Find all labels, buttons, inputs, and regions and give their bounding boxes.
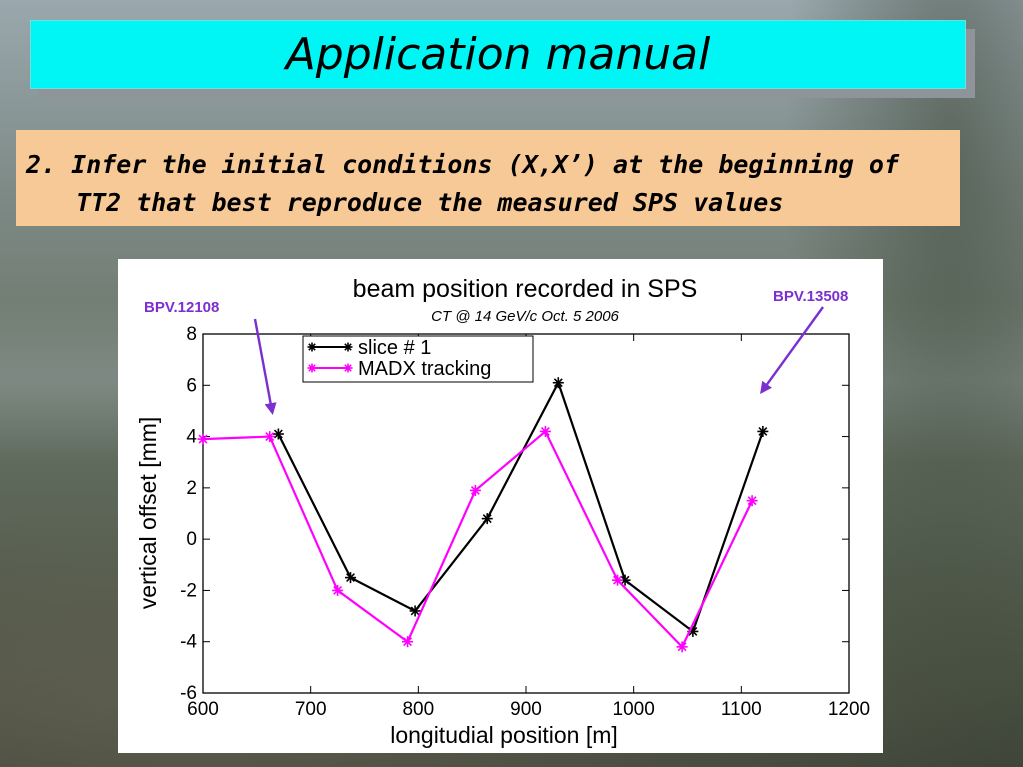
data-point: [343, 363, 353, 373]
x-axis-label: longitudial position [m]: [390, 722, 618, 748]
x-tick-label: 600: [187, 699, 219, 720]
legend-label: MADX tracking: [358, 358, 491, 380]
data-point: [197, 433, 209, 445]
data-point: [307, 363, 317, 373]
y-axis: -6 -4 -2 0 2 4 6 8: [180, 324, 849, 704]
data-point: [746, 495, 758, 507]
data-point: [264, 431, 276, 443]
data-point: [552, 377, 564, 389]
x-tick-label: 800: [402, 699, 434, 720]
data-point: [409, 605, 421, 617]
y-tick-label: -6: [180, 683, 197, 704]
annotation-arrow: [253, 318, 277, 416]
legend-item: MADX tracking: [307, 358, 491, 380]
y-tick-label: 0: [186, 529, 197, 550]
title-banner: Application manual: [30, 20, 966, 89]
annotation-arrow: [760, 306, 824, 394]
slide-title: Application manual: [285, 29, 711, 80]
annotation-bpv-13508: BPV.13508: [773, 288, 848, 305]
legend-box: [302, 335, 534, 383]
data-point: [307, 342, 317, 352]
data-point: [343, 342, 353, 352]
plot-frame: [202, 333, 850, 694]
x-tick-label: 700: [295, 699, 327, 720]
legend-label: slice # 1: [358, 337, 431, 359]
x-tick-label: 1200: [828, 699, 870, 720]
series-line: [277, 379, 764, 634]
data-point: [676, 641, 688, 653]
data-point: [757, 425, 769, 437]
data-point: [332, 584, 344, 596]
subtitle-banner: 2. Infer the initial conditions (X,X’) a…: [16, 130, 960, 226]
y-tick-label: -2: [180, 580, 197, 601]
chart-subtitle: CT @ 14 GeV/c Oct. 5 2006: [431, 308, 619, 325]
y-tick-label: 6: [186, 375, 197, 396]
chart-panel: beam position recorded in SPS CT @ 14 Ge…: [118, 259, 883, 753]
y-tick-label: 2: [186, 478, 197, 499]
series-madx-tracking: [197, 425, 758, 653]
subtitle-text: 2. Infer the initial conditions (X,X’) a…: [26, 146, 956, 222]
data-point: [272, 428, 284, 440]
data-point: [539, 425, 551, 437]
subtitle-line-2: TT2 that best reproduce the measured SPS…: [76, 188, 784, 217]
data-point: [612, 574, 624, 586]
data-point: [402, 636, 414, 648]
annotation-bpv-12108: BPV.12108: [144, 299, 219, 316]
subtitle-line-1: 2. Infer the initial conditions (X,X’) a…: [26, 150, 899, 179]
data-point: [469, 484, 481, 496]
beam-position-chart: beam position recorded in SPS CT @ 14 Ge…: [135, 275, 870, 748]
data-point: [345, 572, 357, 584]
x-tick-label: 900: [510, 699, 542, 720]
x-tick-label: 1100: [721, 699, 762, 720]
series-layer: [197, 377, 769, 653]
y-tick-label: -4: [180, 632, 197, 653]
annotation-layer: BPV.12108 BPV.13508: [144, 288, 848, 416]
data-point: [481, 513, 493, 525]
legend-item: slice # 1: [307, 337, 431, 359]
chart-title: beam position recorded in SPS: [353, 275, 698, 303]
y-axis-label: vertical offset [mm]: [135, 417, 161, 610]
y-tick-label: 4: [186, 427, 197, 448]
y-tick-label: 8: [186, 324, 197, 345]
x-tick-label: 1000: [613, 699, 655, 720]
x-axis: 600 700 800 900 1000 1100 1200: [187, 334, 870, 720]
